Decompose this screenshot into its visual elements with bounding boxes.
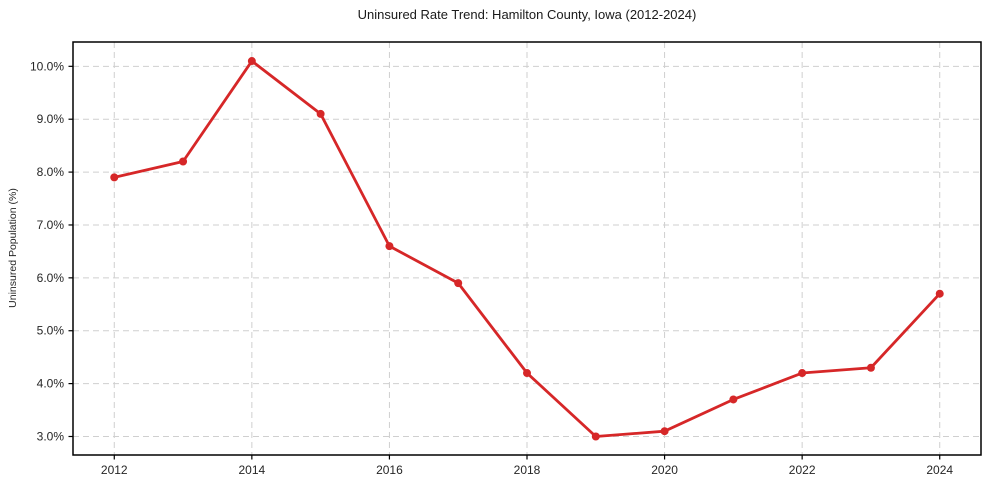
data-point (454, 279, 463, 288)
chart-title: Uninsured Rate Trend: Hamilton County, I… (357, 7, 697, 22)
y-tick-label: 4.0% (37, 377, 65, 391)
y-tick-label: 10.0% (30, 59, 64, 73)
x-tick-label: 2020 (651, 463, 678, 477)
x-tick-label: 2016 (376, 463, 403, 477)
data-point (935, 289, 944, 298)
y-tick-label: 7.0% (37, 218, 65, 232)
x-tick-label: 2018 (514, 463, 541, 477)
x-tick-label: 2014 (238, 463, 265, 477)
data-point (179, 157, 188, 166)
data-point (660, 427, 669, 436)
data-point (798, 369, 807, 378)
data-point (729, 395, 738, 404)
y-tick-label: 9.0% (37, 112, 65, 126)
y-tick-label: 8.0% (37, 165, 65, 179)
x-tick-label: 2024 (926, 463, 953, 477)
plot-border (72, 41, 982, 456)
data-point (247, 57, 256, 66)
x-tick-label: 2012 (101, 463, 128, 477)
y-tick-label: 5.0% (37, 324, 65, 338)
data-point (385, 242, 394, 251)
y-tick-label: 6.0% (37, 271, 65, 285)
data-point (591, 432, 600, 441)
x-tick-label: 2022 (789, 463, 816, 477)
data-point (866, 363, 875, 372)
data-point (110, 173, 119, 182)
data-point (316, 109, 325, 118)
y-tick-label: 3.0% (37, 429, 65, 443)
data-point (523, 369, 531, 378)
